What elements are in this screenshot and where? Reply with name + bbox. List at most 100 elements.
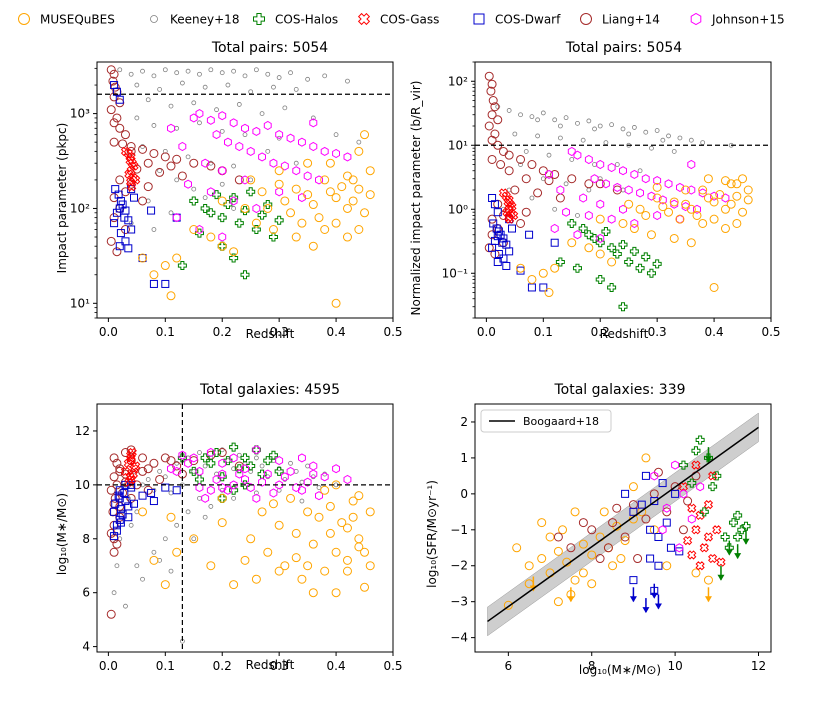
data-point	[197, 120, 202, 126]
data-point	[167, 464, 175, 474]
data-point	[178, 141, 187, 152]
data-point	[127, 447, 137, 458]
data-point	[162, 67, 168, 73]
data-point	[206, 561, 216, 571]
data-point	[127, 474, 137, 485]
data-point	[258, 477, 266, 487]
data-point	[512, 131, 518, 137]
data-point	[149, 148, 159, 158]
data-point	[516, 218, 526, 228]
y-tick-label: 10³	[70, 107, 90, 121]
data-point	[695, 435, 705, 445]
data-point	[308, 588, 318, 598]
upper-limit-arrowhead	[734, 553, 742, 560]
data-point-shape	[695, 561, 705, 571]
data-point	[612, 249, 622, 259]
data-point	[206, 458, 216, 468]
data-point	[127, 181, 137, 192]
data-point	[578, 224, 588, 234]
data-point	[320, 224, 330, 234]
data-point	[652, 193, 662, 203]
data-point	[269, 158, 278, 168]
data-point	[248, 89, 254, 95]
panel-norm-xlabel: Redshift	[600, 327, 649, 341]
data-point	[563, 181, 569, 187]
series-cos-gass	[120, 146, 141, 192]
data-point	[699, 543, 709, 553]
data-point	[106, 105, 116, 115]
data-point	[240, 203, 250, 213]
data-point	[149, 555, 159, 565]
data-point	[556, 185, 565, 195]
data-point	[641, 174, 650, 184]
data-point	[229, 253, 239, 263]
data-point	[538, 166, 548, 176]
data-point	[732, 191, 742, 201]
series-keeney-18	[111, 447, 339, 644]
data-point	[505, 214, 515, 224]
data-point	[253, 67, 259, 73]
data-point	[698, 185, 708, 195]
data-point	[114, 491, 123, 500]
x-tick-label: 6	[505, 659, 513, 673]
data-point	[151, 73, 157, 79]
data-point	[115, 95, 124, 104]
data-point	[309, 461, 318, 471]
data-point	[241, 464, 249, 474]
data-point	[109, 547, 119, 557]
data-point	[331, 547, 341, 557]
data-point-shape	[120, 466, 131, 477]
data-point	[246, 461, 256, 471]
data-point	[286, 133, 295, 143]
panel-mass-ylabel: log₁₀(M∗/M⊙)	[55, 493, 69, 575]
data-point	[123, 603, 128, 609]
panel-sfr: Total galaxies: 339 log₁₀(M∗/M⊙) log₁₀(S…	[425, 382, 772, 677]
data-point	[251, 445, 261, 455]
data-point	[596, 159, 605, 170]
data-point	[493, 232, 502, 241]
data-point	[265, 71, 271, 77]
data-point	[147, 488, 156, 497]
legend-item: MUSEQuBES	[18, 13, 115, 27]
panel-mass-xlabel: Redshift	[246, 658, 295, 672]
legend-item: COS-Dwarf	[473, 13, 561, 27]
data-point	[641, 514, 651, 524]
data-point	[550, 169, 560, 179]
x-tick-label: 0.3	[648, 325, 667, 339]
data-point	[641, 252, 651, 262]
data-point	[488, 96, 498, 106]
data-point	[118, 139, 128, 149]
data-point	[161, 279, 170, 288]
data-point	[259, 111, 265, 117]
data-point	[550, 223, 559, 234]
data-point	[110, 532, 119, 541]
data-point	[206, 208, 216, 218]
data-point	[664, 179, 673, 189]
data-point	[288, 460, 293, 466]
data-point	[650, 471, 659, 481]
data-point	[670, 199, 679, 209]
data-point	[584, 179, 594, 189]
legend-item: Liang+14	[580, 13, 660, 27]
data-point	[208, 67, 214, 73]
data-point	[348, 512, 358, 522]
x-tick-label: 0.4	[327, 325, 346, 339]
data-point	[115, 486, 124, 495]
data-point	[120, 187, 130, 197]
data-point	[126, 455, 136, 466]
data-point	[110, 82, 120, 92]
data-point	[263, 456, 273, 466]
data-point-shape	[703, 532, 714, 542]
data-point	[116, 229, 125, 238]
data-point	[111, 499, 120, 508]
data-point	[114, 563, 120, 569]
data-point	[348, 175, 358, 185]
y-tick-label: 0	[460, 487, 468, 501]
data-point	[305, 76, 311, 82]
data-point	[251, 574, 261, 584]
data-point	[106, 485, 116, 495]
data-point	[637, 500, 646, 509]
data-point	[505, 247, 514, 256]
data-point	[486, 86, 496, 96]
data-point	[607, 257, 617, 267]
